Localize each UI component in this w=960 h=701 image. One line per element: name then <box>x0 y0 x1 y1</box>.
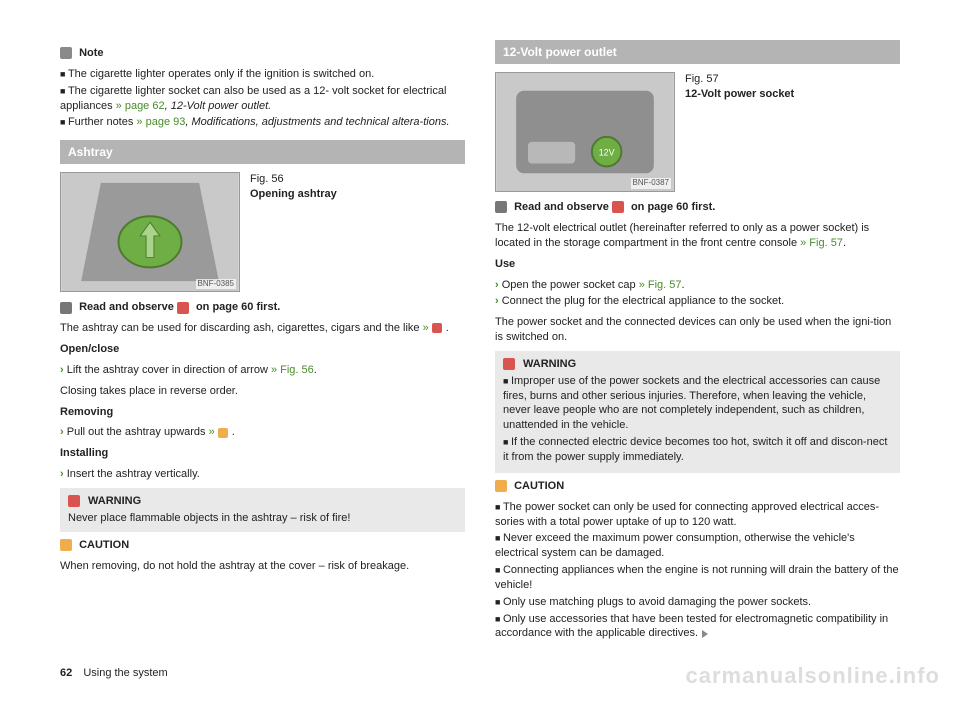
page-footer: 62 Using the system <box>60 666 168 681</box>
caution-bullet-5: Only use accessories that have been test… <box>495 612 900 642</box>
warning-icon <box>68 495 80 507</box>
figure-56-title: Opening ashtray <box>250 187 337 202</box>
ashtray-illustration <box>61 173 239 291</box>
installing-step: Insert the ashtray vertically. <box>60 467 465 482</box>
footer-section: Using the system <box>83 667 167 679</box>
caution-heading-right: CAUTION <box>495 479 900 494</box>
read-observe-left-pre: Read and observe <box>79 301 177 313</box>
left-column: Note The cigarette lighter operates only… <box>60 40 465 643</box>
warning-title-right-text: WARNING <box>523 357 576 372</box>
ashtray-description: The ashtray can be used for discarding a… <box>60 321 465 336</box>
warning-bullet-1: Improper use of the power sockets and th… <box>503 374 892 433</box>
svg-text:12V: 12V <box>599 148 615 158</box>
warn-ref-icon <box>177 302 189 314</box>
read-observe-right: Read and observe on page 60 first. <box>495 200 900 215</box>
removing-step-pre: Pull out the ashtray upwards <box>67 426 209 438</box>
figure-56: BNF-0385 Fig. 56 Opening ashtray <box>60 172 465 292</box>
warning-text-left: Never place flammable objects in the ash… <box>68 511 457 526</box>
warning-bullet-2: If the connected electric device becomes… <box>503 435 892 465</box>
right-column: 12-Volt power outlet 12V BNF-0387 Fig. 5… <box>495 40 900 643</box>
open-close-heading: Open/close <box>60 342 465 357</box>
note-bullet-2-link: » page 62 <box>116 100 165 112</box>
open-close-step-pre: Lift the ashtray cover in direction of a… <box>67 364 271 376</box>
outlet-desc-link: » Fig. 57 <box>800 237 843 249</box>
outlet-desc-post: . <box>843 237 846 249</box>
use-step-1-link: » Fig. 57 <box>639 279 682 291</box>
installing-heading: Installing <box>60 446 465 461</box>
caution-title-left: CAUTION <box>79 539 129 551</box>
warning-title-right: WARNING <box>503 357 892 372</box>
note-bullet-2-post: , 12-Volt power outlet. <box>165 100 272 112</box>
open-close-step: Lift the ashtray cover in direction of a… <box>60 363 465 378</box>
use-step-1: Open the power socket cap » Fig. 57. <box>495 278 900 293</box>
figure-57: 12V BNF-0387 Fig. 57 12-Volt power socke… <box>495 72 900 192</box>
caution-title-right: CAUTION <box>514 480 564 492</box>
figure-56-caption: Fig. 56 Opening ashtray <box>250 172 337 202</box>
removing-step-post: . <box>232 426 235 438</box>
figure-57-code: BNF-0387 <box>631 178 671 189</box>
caution-bullet-1: The power socket can only be used for co… <box>495 500 900 530</box>
figure-56-code: BNF-0385 <box>196 279 236 290</box>
continue-icon <box>702 630 708 638</box>
caution-bullet-2: Never exceed the maximum power consumpti… <box>495 531 900 561</box>
warning-title-left: WARNING <box>68 494 457 509</box>
closing-text: Closing takes place in reverse order. <box>60 384 465 399</box>
warning-title-left-text: WARNING <box>88 494 141 509</box>
read-observe-left-post: on page 60 first. <box>193 301 280 313</box>
caution-inline-icon <box>218 428 228 438</box>
after-use-text: The power socket and the connected devic… <box>495 315 900 345</box>
caution-bullet-4: Only use matching plugs to avoid damagin… <box>495 595 900 610</box>
page-number: 62 <box>60 667 72 679</box>
caution-heading-left: CAUTION <box>60 538 465 553</box>
use-step-1-pre: Open the power socket cap <box>502 279 639 291</box>
caution-icon <box>495 480 507 492</box>
note-label: Note <box>79 47 103 59</box>
outlet-description: The 12-volt electrical outlet (hereinaft… <box>495 221 900 251</box>
caution-bullet-5-text: Only use accessories that have been test… <box>495 613 888 640</box>
removing-step-link: » <box>209 426 218 438</box>
use-heading: Use <box>495 257 900 272</box>
ashtray-desc-link: » <box>423 322 432 334</box>
figure-57-number: Fig. 57 <box>685 72 794 87</box>
info-icon <box>60 47 72 59</box>
figure-57-title: 12-Volt power socket <box>685 87 794 102</box>
watermark: carmanualsonline.info <box>686 661 941 691</box>
figure-57-image: 12V BNF-0387 <box>495 72 675 192</box>
warn-ref-icon <box>612 201 624 213</box>
socket-illustration: 12V <box>496 73 674 191</box>
removing-step: Pull out the ashtray upwards » . <box>60 425 465 440</box>
note-bullet-3-post: , Modifications, adjustments and technic… <box>185 116 449 128</box>
warning-callout-left: WARNING Never place flammable objects in… <box>60 488 465 532</box>
book-icon <box>495 201 507 213</box>
figure-57-caption: Fig. 57 12-Volt power socket <box>685 72 794 102</box>
note-bullet-3: Further notes » page 93, Modifications, … <box>60 115 465 130</box>
note-bullet-2: The cigarette lighter socket can also be… <box>60 84 465 114</box>
removing-heading: Removing <box>60 405 465 420</box>
read-observe-right-post: on page 60 first. <box>628 201 715 213</box>
read-observe-left: Read and observe on page 60 first. <box>60 300 465 315</box>
ashtray-section-heading: Ashtray <box>60 140 465 164</box>
note-bullet-3-link: » page 93 <box>136 116 185 128</box>
warning-callout-right: WARNING Improper use of the power socket… <box>495 351 900 473</box>
use-step-1-post: . <box>682 279 685 291</box>
figure-56-image: BNF-0385 <box>60 172 240 292</box>
read-observe-right-pre: Read and observe <box>514 201 612 213</box>
note-bullet-3-pre: Further notes <box>68 116 136 128</box>
open-close-step-post: . <box>314 364 317 376</box>
book-icon <box>60 302 72 314</box>
caution-text-left: When removing, do not hold the ashtray a… <box>60 559 465 574</box>
note-heading: Note <box>60 46 465 61</box>
warn-inline-icon <box>432 323 442 333</box>
warning-icon <box>503 358 515 370</box>
figure-56-number: Fig. 56 <box>250 172 337 187</box>
ashtray-desc-pre: The ashtray can be used for discarding a… <box>60 322 423 334</box>
open-close-step-link: » Fig. 56 <box>271 364 314 376</box>
caution-bullet-3: Connecting appliances when the engine is… <box>495 563 900 593</box>
caution-icon <box>60 539 72 551</box>
use-step-2: Connect the plug for the electrical appl… <box>495 294 900 309</box>
note-bullet-1: The cigarette lighter operates only if t… <box>60 67 465 82</box>
outlet-section-heading: 12-Volt power outlet <box>495 40 900 64</box>
two-column-layout: Note The cigarette lighter operates only… <box>60 40 900 643</box>
